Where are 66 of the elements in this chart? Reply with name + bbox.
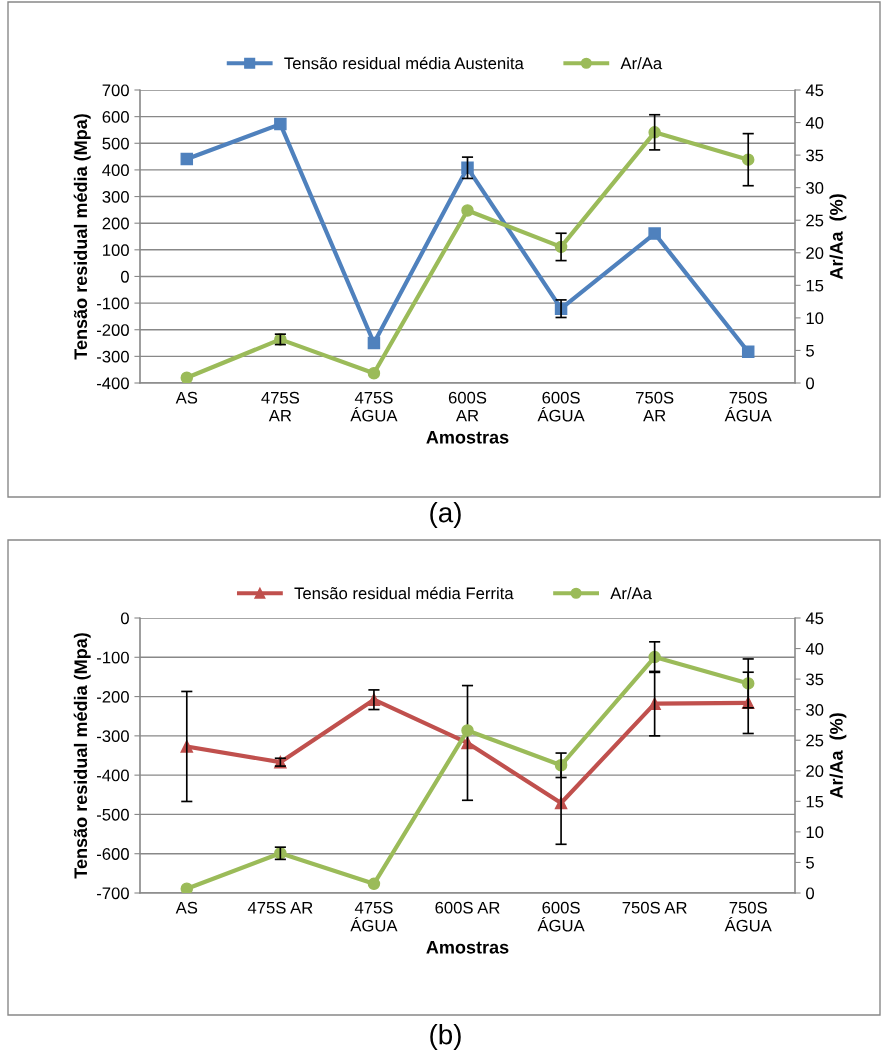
y-axis-title: Tensão residual média (Mpa)	[73, 633, 91, 879]
x-tick-label: 475S AR	[247, 901, 313, 914]
y2-tick-label: 5	[806, 345, 814, 357]
y-tick-label: -200	[96, 690, 129, 703]
y2-tick-label: 45	[805, 84, 824, 97]
y2-axis-title: Ar/Aa (%)	[829, 194, 847, 280]
y2-tick-label: 25	[806, 214, 824, 227]
y2-tick-label: 10	[806, 312, 824, 325]
y-tick-label: -100	[96, 297, 129, 310]
y2-tick-label: 30	[806, 704, 824, 716]
x-tick-label: AS	[175, 901, 198, 914]
y2-tick-label: 5	[806, 857, 814, 869]
x-tick-label: 475S ÁGUA	[350, 391, 398, 422]
y2-tick-label: 35	[806, 673, 824, 686]
x-tick-label: 475S AR	[261, 391, 300, 422]
y-tick-label: -300	[96, 350, 129, 363]
y2-tick-label: 35	[806, 149, 824, 162]
y2-tick-label: 0	[806, 377, 815, 390]
y-tick-label: 600	[102, 111, 129, 123]
x-tick-label: AS	[175, 391, 198, 404]
y-tick-label: -700	[96, 887, 129, 900]
text: (a)	[430, 502, 461, 528]
y2-tick-label: 40	[805, 642, 824, 655]
y-tick-label: 0	[120, 612, 129, 625]
x-axis-title: Amostras	[426, 431, 509, 444]
x-tick-label: 600S ÁGUA	[537, 901, 585, 932]
x-axis-title: Amostras	[426, 941, 509, 954]
y-tick-label: 700	[102, 84, 129, 97]
y-tick-label: -500	[96, 808, 129, 821]
y-tick-label: -400	[96, 377, 129, 390]
x-tick-label: 600S AR	[435, 901, 500, 914]
text: (b)	[430, 1024, 461, 1050]
x-tick-label: 750S AR	[622, 901, 687, 914]
y-tick-label: 300	[102, 190, 129, 203]
x-tick-label: 600S ÁGUA	[537, 391, 585, 422]
y2-tick-label: 20	[806, 765, 824, 777]
y2-tick-label: 15	[806, 795, 824, 808]
y-tick-label: -300	[96, 730, 129, 743]
y2-tick-label: 20	[806, 247, 824, 259]
y2-tick-label: 30	[806, 182, 824, 194]
legend-label: Ar/Aa	[610, 587, 652, 600]
legend-label: Tensão residual média Austenita	[284, 56, 524, 70]
y-tick-label: -100	[96, 651, 129, 664]
y2-tick-label: 0	[806, 887, 815, 900]
y-tick-label: -200	[96, 324, 129, 336]
legend-label: Ar/Aa	[620, 57, 663, 70]
x-tick-label: 750S AR	[636, 391, 674, 422]
y-tick-label: -600	[96, 848, 129, 860]
y2-tick-label: 10	[806, 826, 824, 839]
y2-tick-label: 15	[806, 279, 824, 292]
y-tick-label: -400	[96, 769, 129, 782]
y-tick-label: 200	[102, 217, 129, 230]
y2-tick-label: 40	[805, 116, 824, 129]
y-tick-label: 100	[103, 244, 129, 257]
y-tick-label: 0	[120, 270, 129, 283]
y-tick-label: 500	[102, 137, 129, 150]
y2-tick-label: 45	[805, 612, 824, 625]
y2-axis-title: Ar/Aa (%)	[829, 713, 847, 799]
y-axis-title: Tensão residual média (Mpa)	[73, 114, 91, 360]
x-tick-label: 750S ÁGUA	[724, 391, 772, 422]
x-tick-label: 750S ÁGUA	[724, 901, 772, 932]
y2-tick-label: 25	[806, 734, 824, 747]
x-tick-label: 600S AR	[448, 391, 487, 422]
legend-label: Tensão residual média Ferrita	[294, 586, 514, 600]
x-tick-label: 475S ÁGUA	[350, 901, 398, 932]
y-tick-label: 400	[102, 164, 129, 177]
